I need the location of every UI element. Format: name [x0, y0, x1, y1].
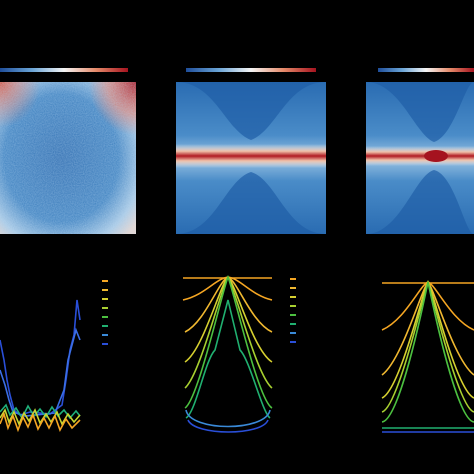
colorbar: [378, 68, 474, 72]
legend: [102, 280, 108, 345]
legend: [290, 278, 296, 343]
line-plot: [0, 299, 81, 433]
line-plot: [381, 279, 474, 433]
colorbar: [0, 68, 128, 72]
colorbar: [186, 68, 316, 72]
line-plot: [182, 274, 273, 433]
heatmap: [0, 82, 136, 234]
heatmap: [176, 82, 326, 234]
heatmap: [366, 82, 474, 234]
